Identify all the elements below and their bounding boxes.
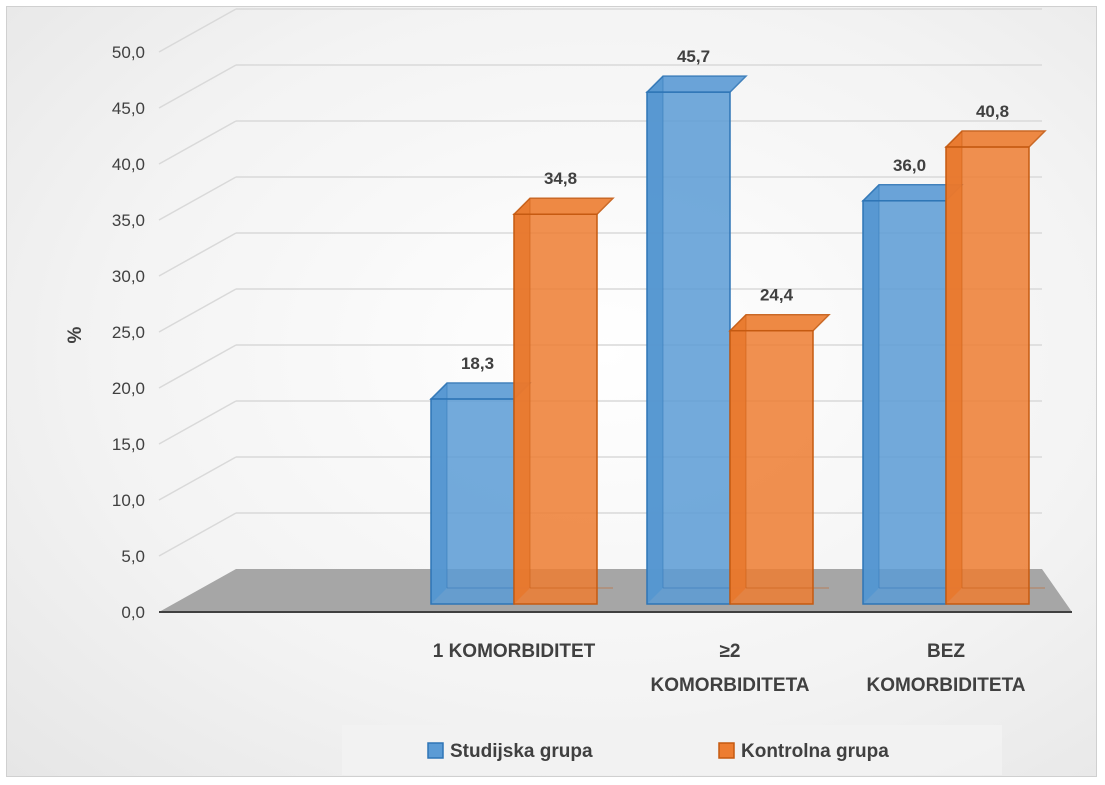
gridline-depth	[158, 456, 237, 501]
gridline-depth	[158, 232, 237, 277]
y-tick-label: 10,0	[112, 491, 145, 510]
category-label: ≥2	[720, 641, 741, 662]
legend: Studijska grupa Kontrolna grupa	[342, 725, 1002, 775]
y-tick-label: 15,0	[112, 435, 145, 454]
legend-label: Studijska grupa	[450, 741, 593, 762]
gridline-depth	[158, 512, 237, 557]
y-tick-label: 30,0	[112, 267, 145, 286]
legend-swatch	[718, 742, 735, 759]
category-label: 1 KOMORBIDITET	[433, 641, 596, 662]
bar-kontrolna-1	[512, 197, 615, 605]
y-tick-label: 50,0	[112, 43, 145, 62]
data-label: 18,3	[461, 354, 494, 373]
bar-kontrolna-2	[728, 313, 831, 605]
data-label: 45,7	[677, 47, 710, 66]
data-label: 34,8	[544, 169, 577, 188]
y-tick-label: 5,0	[121, 547, 145, 566]
data-label: 24,4	[760, 286, 794, 305]
gridline-depth	[158, 8, 237, 53]
y-tick-label: 40,0	[112, 155, 145, 174]
category-label: KOMORBIDITETA	[650, 675, 809, 696]
chart-frame: 0,0 5,0 10,0 15,0 20,0 25,0 30,0 35,0 40,0 45,0 50…	[6, 6, 1097, 777]
gridline-depth	[158, 64, 237, 109]
y-tick-label: 45,0	[112, 99, 145, 118]
data-label: 40,8	[976, 102, 1009, 121]
y-tick-label: 0,0	[121, 603, 145, 622]
gridline-depth	[158, 120, 237, 165]
bar-studijska-1	[429, 382, 532, 605]
gridline-depth	[158, 288, 237, 333]
gridline-depth	[158, 344, 237, 389]
y-tick-label: 25,0	[112, 323, 145, 342]
legend-label: Kontrolna grupa	[741, 741, 889, 762]
data-label: 36,0	[893, 156, 926, 175]
legend-swatch	[427, 742, 444, 759]
y-axis-label: %	[65, 326, 86, 343]
bar-studijska-3	[861, 184, 964, 605]
gridline-depth	[158, 176, 237, 221]
category-label: KOMORBIDITETA	[866, 675, 1025, 696]
gridline-depth	[158, 400, 237, 445]
y-tick-label: 35,0	[112, 211, 145, 230]
chart-floor	[159, 569, 1072, 612]
category-label: BEZ	[927, 641, 965, 662]
y-tick-label: 20,0	[112, 379, 145, 398]
bar-studijska-2	[645, 75, 748, 605]
bar-kontrolna-3	[944, 130, 1047, 605]
bar-chart-3d: 0,0 5,0 10,0 15,0 20,0 25,0 30,0 35,0 40,0 45,0 50…	[65, 8, 1072, 775]
